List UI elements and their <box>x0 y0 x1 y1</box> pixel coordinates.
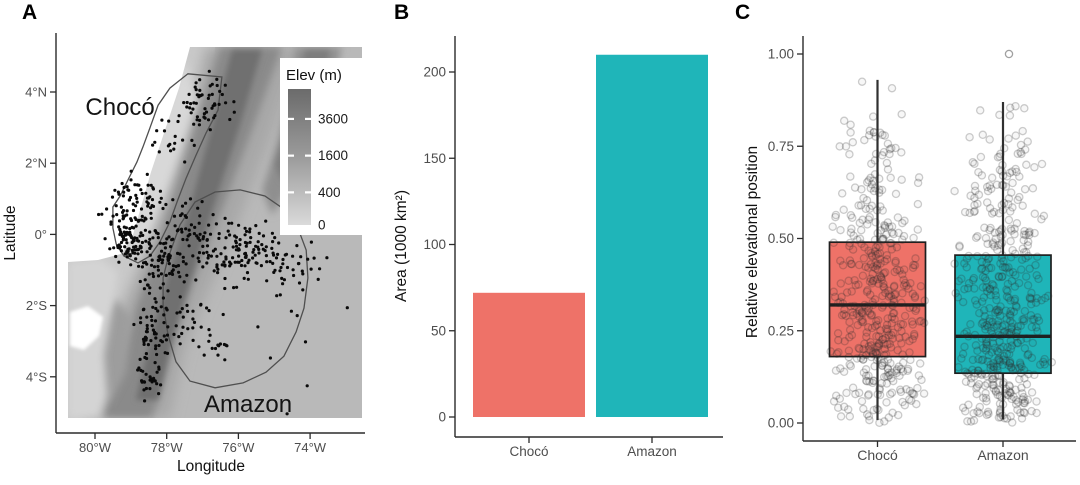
bar-category-label: Amazon <box>627 444 677 459</box>
outlier-point <box>1004 49 1014 59</box>
elevation-legend: Elev (m) 3600 1600 400 0 <box>280 58 362 235</box>
boxplot-amazon <box>954 101 1052 420</box>
rep-tick-label: 0.75 <box>768 139 794 154</box>
area-tick-label: 150 <box>423 151 446 166</box>
map-axes: 4°N 2°N 0° 2°S 4°S 80°W 78°W 76°W 74°W Longitude L… <box>2 33 365 475</box>
rep-tick-label: 1.00 <box>768 47 794 62</box>
region-outline-choco <box>112 73 223 264</box>
rep-tick-label: 0.50 <box>768 231 794 246</box>
lat-tick-label: 4°N <box>25 85 47 100</box>
legend-title: Elev (m) <box>286 67 342 84</box>
jitter-points-choco <box>826 77 929 428</box>
lat-tick-label: 4°S <box>26 369 47 384</box>
bar-axes: 0 50 100 150 200 Chocó Amazon Area (1000 km²) <box>393 36 723 459</box>
area-tick-label: 100 <box>423 237 446 252</box>
region-label-amazon: Amazon <box>204 391 292 418</box>
bar-category-label: Chocó <box>509 444 548 459</box>
x-axis-title-longitude: Longitude <box>177 458 245 475</box>
bar-amazon <box>596 54 708 417</box>
jitter-points-amazon <box>950 101 1057 427</box>
lon-tick-label: 74°W <box>294 440 327 455</box>
y-axis-title-relative-elevational-position: Relative elevational position <box>744 146 761 338</box>
bar-choco <box>473 292 585 417</box>
bar-chart-panel: 0 50 100 150 200 Chocó Amazon Area (1000 km²) <box>393 36 723 459</box>
occurrence-points <box>97 69 349 416</box>
lat-tick-label: 2°S <box>26 298 47 313</box>
lon-tick-label: 78°W <box>151 440 184 455</box>
lon-tick-label: 80°W <box>79 440 112 455</box>
legend-tick-label: 400 <box>318 185 341 200</box>
lat-tick-label: 0° <box>35 227 47 242</box>
lat-tick-label: 2°N <box>25 156 47 171</box>
legend-tick-label: 0 <box>318 218 326 233</box>
area-tick-label: 0 <box>438 410 446 425</box>
box-axes: 0.00 0.25 0.50 0.75 1.00 Chocó Amazon Relative … <box>744 36 1076 463</box>
region-outline-amazon <box>162 189 309 389</box>
panel-c-label: C <box>735 1 751 24</box>
box-category-label: Amazon <box>977 447 1028 463</box>
boxplot-panel: 0.00 0.25 0.50 0.75 1.00 Chocó Amazon Relative … <box>744 36 1076 463</box>
area-tick-label: 200 <box>423 65 446 80</box>
y-axis-title-latitude: Latitude <box>2 205 19 260</box>
legend-tick-label: 1600 <box>318 148 348 163</box>
y-axis-title-area: Area (1000 km²) <box>393 190 410 302</box>
map-panel: Chocó Amazon Elev (m) 3600 1600 400 0 4°N 2°N 0° 2… <box>2 33 365 475</box>
box-category-label: Chocó <box>857 447 898 463</box>
region-label-choco: Chocó <box>85 94 154 121</box>
area-tick-label: 50 <box>431 323 446 338</box>
panel-a-label: A <box>22 1 38 24</box>
rep-tick-label: 0.00 <box>768 416 794 431</box>
elevation-gradient-bar <box>288 89 311 225</box>
lon-tick-label: 76°W <box>222 440 255 455</box>
panel-b-label: B <box>394 1 410 24</box>
legend-tick-label: 3600 <box>318 111 348 126</box>
boxplot-choco <box>828 79 927 421</box>
rep-tick-label: 0.25 <box>768 323 794 338</box>
